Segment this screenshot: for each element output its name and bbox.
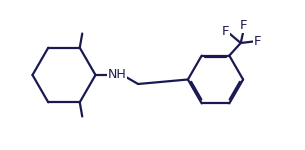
Text: F: F bbox=[254, 35, 261, 48]
Text: F: F bbox=[240, 19, 247, 32]
Text: F: F bbox=[222, 25, 229, 38]
Text: NH: NH bbox=[108, 68, 127, 81]
